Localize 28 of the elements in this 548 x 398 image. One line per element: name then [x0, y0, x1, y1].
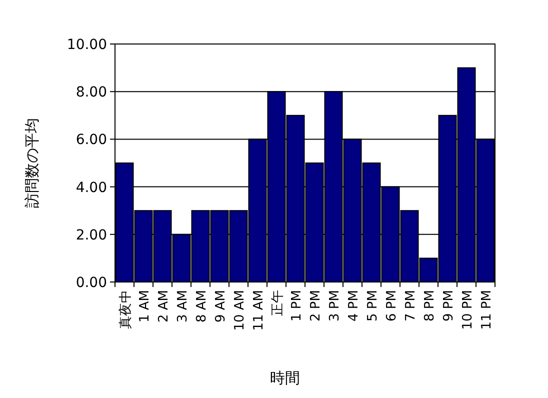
x-tick-label: 6 PM	[384, 290, 400, 322]
x-tick-label: 1 AM	[138, 290, 152, 323]
x-tick-label: 5 PM	[366, 290, 380, 322]
x-tick-label: 9 PM	[442, 290, 456, 322]
x-tick-label: 8 PM	[422, 290, 438, 322]
x-tick-label: 3 PM	[328, 290, 342, 322]
y-tick-label: 8.00	[76, 84, 107, 101]
x-tick-label: 10 AM	[232, 290, 248, 331]
x-tick-label: 2 AM	[156, 290, 172, 323]
y-tick-label: 0.00	[76, 275, 107, 291]
x-tick-label: 11 PM	[480, 290, 494, 330]
y-axis-title: 訪問数の平均	[23, 118, 41, 208]
y-tick-label: 4.00	[76, 180, 107, 196]
x-tick-label: 7 PM	[404, 290, 418, 322]
y-tick-label: 6.00	[76, 132, 107, 148]
x-tick-label: 10 PM	[460, 290, 476, 330]
x-axis-title: 時間	[270, 369, 300, 387]
x-tick-label: 真夜中	[118, 290, 134, 329]
x-tick-label: 4 PM	[346, 290, 362, 322]
x-tick-label: 11 AM	[252, 290, 266, 331]
x-tick-label: 8 AM	[194, 290, 210, 323]
x-tick-label: 正午	[270, 290, 286, 316]
x-tick-label: 3 AM	[176, 290, 190, 323]
y-tick-label: 10.00	[66, 37, 107, 53]
y-tick-label: 2.00	[76, 227, 107, 244]
x-tick-label: 9 AM	[214, 290, 228, 323]
x-tick-label: 2 PM	[308, 290, 324, 322]
x-tick-label: 1 PM	[290, 290, 304, 322]
